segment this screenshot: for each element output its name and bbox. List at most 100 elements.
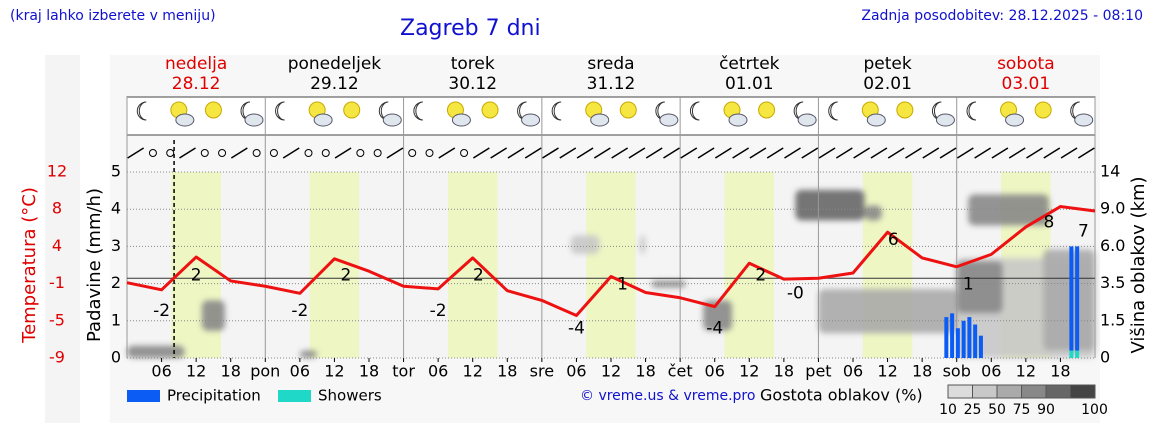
wind-barb bbox=[801, 147, 819, 159]
day-date: 29.12 bbox=[310, 74, 359, 94]
temp-axis-title: Temperatura (°C) bbox=[19, 187, 40, 344]
x-tick-label: 06 bbox=[566, 362, 586, 381]
wind-barb bbox=[714, 147, 732, 159]
daylight-band bbox=[586, 172, 636, 358]
cloud-scale-label: 75 bbox=[1013, 402, 1031, 418]
wind-barb bbox=[576, 147, 594, 159]
wind-barb bbox=[645, 147, 663, 159]
wind-barb bbox=[230, 147, 248, 159]
sun-icon bbox=[758, 101, 776, 119]
wind-calm bbox=[304, 149, 313, 157]
temp-tick-label: -9 bbox=[49, 348, 65, 367]
chart-title: Zagreb 7 dni bbox=[400, 16, 541, 41]
y-axis-title: Padavine (mm/h) bbox=[84, 188, 105, 342]
temp-label: 1 bbox=[963, 274, 974, 294]
temp-label: 2 bbox=[755, 266, 766, 286]
temp-label: -4 bbox=[568, 319, 585, 339]
x-tick-label: 06 bbox=[151, 362, 171, 381]
x-tick-label: 18 bbox=[912, 362, 932, 381]
wind-barb bbox=[956, 147, 974, 159]
temp-label: 2 bbox=[473, 266, 484, 286]
y2-tick-label: 0 bbox=[1100, 348, 1110, 367]
wind-barb bbox=[179, 147, 196, 159]
precip-bar bbox=[1075, 246, 1080, 351]
x-tick-label: 18 bbox=[1050, 362, 1070, 381]
wind-barb bbox=[127, 147, 145, 159]
temp-tick-label: 8 bbox=[52, 199, 62, 218]
cloud-patch bbox=[651, 280, 686, 288]
x-tick-label: 12 bbox=[1016, 362, 1036, 381]
cloud-icon bbox=[935, 113, 955, 127]
wind-barb bbox=[490, 147, 508, 159]
cloud-scale-box bbox=[947, 384, 973, 399]
wind-barb bbox=[282, 147, 300, 159]
cloud-patch bbox=[127, 345, 185, 358]
temp-label: 7 bbox=[1078, 221, 1089, 241]
cloud-scale-label: 50 bbox=[988, 402, 1006, 418]
wind-barb bbox=[542, 147, 559, 159]
x-tick-label: 12 bbox=[739, 362, 759, 381]
day-date: 03.01 bbox=[1002, 74, 1051, 94]
y2-tick-label: 14 bbox=[1100, 162, 1120, 181]
cloud-patch bbox=[299, 350, 318, 358]
cloud-icon bbox=[521, 113, 541, 127]
wind-calm bbox=[166, 149, 175, 157]
x-tick-label: 12 bbox=[463, 362, 483, 381]
y2-tick-label: 1.5 bbox=[1100, 310, 1125, 329]
shower-bar bbox=[1069, 350, 1074, 358]
day-name: sreda bbox=[587, 54, 634, 74]
y-tick-label: 1 bbox=[111, 310, 121, 329]
updated: Zadnja posodobitev: 28.12.2025 - 08:10 bbox=[861, 8, 1143, 24]
temp-label: -2 bbox=[153, 301, 170, 321]
wind-barb bbox=[784, 147, 801, 159]
temp-tick-label: -5 bbox=[49, 310, 65, 329]
precip-bar bbox=[967, 317, 972, 358]
cloud-patch bbox=[968, 194, 1049, 226]
x-tick-label: 18 bbox=[635, 362, 655, 381]
x-tick-label: 12 bbox=[601, 362, 621, 381]
legend-label: Precipitation bbox=[167, 387, 261, 405]
cloud-icon bbox=[659, 113, 679, 127]
cloud-scale-label: 10 bbox=[939, 402, 957, 418]
y2-tick-label: 9.0 bbox=[1100, 199, 1125, 218]
wind-barb bbox=[559, 147, 577, 159]
cloud-scale-box bbox=[972, 384, 998, 399]
y-tick-label: 0 bbox=[111, 348, 121, 367]
shower-bar bbox=[1075, 350, 1080, 358]
wind-calm bbox=[252, 149, 261, 157]
day-date: 31.12 bbox=[587, 74, 636, 94]
credit: © vreme.us & vreme.pro bbox=[580, 388, 755, 404]
temp-tick-label: 12 bbox=[47, 162, 67, 181]
cloud-patch bbox=[795, 189, 865, 221]
day-name: nedelja bbox=[165, 54, 227, 74]
wind-calm bbox=[269, 149, 278, 157]
cloud-scale-label: 90 bbox=[1037, 402, 1055, 418]
wind-barb bbox=[732, 147, 750, 159]
x-tick-label: 18 bbox=[774, 362, 794, 381]
cloud-icon bbox=[382, 113, 402, 127]
temp-label: -4 bbox=[706, 319, 723, 339]
x-tick-label: 18 bbox=[221, 362, 241, 381]
wind-barb bbox=[905, 147, 922, 159]
temp-label: -2 bbox=[291, 301, 308, 321]
y2-tick-label: 3.5 bbox=[1100, 273, 1125, 292]
x-tick-label: tor bbox=[392, 362, 415, 381]
wind-barb bbox=[334, 147, 352, 159]
wind-calm bbox=[460, 149, 469, 157]
x-tick-label: sre bbox=[530, 362, 554, 381]
precip-bar bbox=[978, 335, 983, 358]
day-name: torek bbox=[451, 54, 495, 74]
day-date: 28.12 bbox=[172, 74, 221, 94]
wind-calm bbox=[356, 149, 365, 157]
legend-swatch bbox=[278, 390, 311, 402]
cloud-patch bbox=[1043, 249, 1095, 351]
wind-barb bbox=[524, 147, 542, 159]
x-tick-label: 06 bbox=[705, 362, 725, 381]
left-panel bbox=[45, 55, 80, 423]
y-tick-label: 3 bbox=[111, 236, 121, 255]
moon-icon bbox=[828, 101, 838, 121]
wind-barb bbox=[974, 147, 992, 159]
cloud-icon bbox=[866, 113, 886, 127]
wind-barb bbox=[611, 147, 629, 159]
